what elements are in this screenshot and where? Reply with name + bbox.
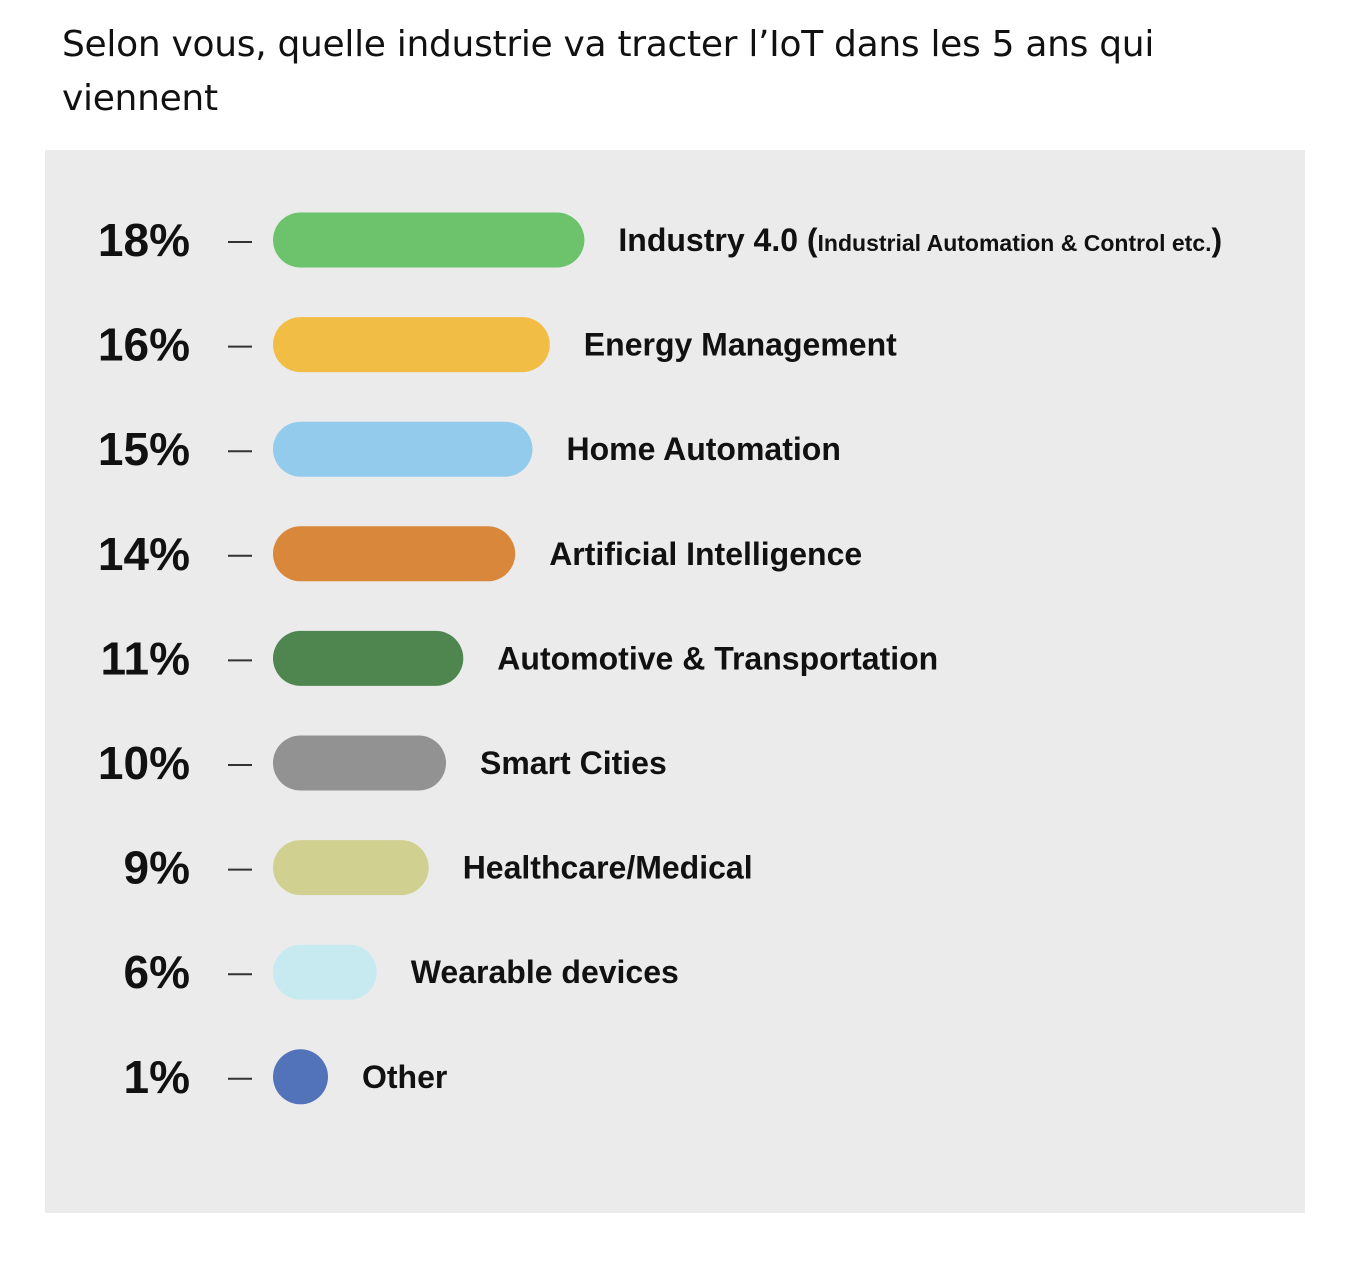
category-label-home-automation: Home Automation [567, 431, 841, 467]
category-label-energy-management: Energy Management [584, 327, 897, 363]
value-label-smart-cities: 10% [98, 737, 190, 789]
category-note: Industrial Automation & Control etc. [818, 230, 1212, 256]
category-label-automotive-transportation: Automotive & Transportation [497, 640, 938, 676]
bar-chart: 18% Industry 4.0 (Industrial Automation &… [98, 212, 1222, 1105]
bar-other [273, 1049, 328, 1105]
page-title: Selon vous, quelle industrie va tracter … [62, 24, 1155, 119]
value-label-industry-4-0: 18% [98, 214, 190, 266]
category-label-healthcare-medical: Healthcare/Medical [463, 850, 753, 886]
value-label-automotive-transportation: 11% [100, 632, 190, 684]
value-label-wearable-devices: 6% [124, 946, 190, 998]
category-label-smart-cities: Smart Cities [480, 745, 667, 781]
chart-panel: 18% Industry 4.0 (Industrial Automation &… [45, 150, 1305, 1213]
value-label-energy-management: 16% [98, 319, 190, 371]
value-label-artificial-intelligence: 14% [98, 528, 190, 580]
bar-smart-cities [273, 735, 446, 791]
bar-healthcare-medical [273, 840, 429, 896]
value-label-healthcare-medical: 9% [124, 842, 190, 894]
bar-energy-management [273, 317, 550, 373]
bar-industry-4-0 [273, 212, 585, 268]
value-label-home-automation: 15% [98, 423, 190, 475]
bar-wearable-devices [273, 944, 377, 1000]
category-label-industry-4-0: Industry 4.0 (Industrial Automation & Co… [618, 222, 1222, 258]
bar-home-automation [273, 421, 533, 477]
category-label-other: Other [362, 1059, 447, 1095]
value-label-other: 1% [124, 1051, 190, 1103]
category-label-wearable-devices: Wearable devices [411, 954, 679, 990]
category-label-artificial-intelligence: Artificial Intelligence [549, 536, 862, 572]
bar-artificial-intelligence [273, 526, 516, 582]
bar-automotive-transportation [273, 630, 464, 686]
